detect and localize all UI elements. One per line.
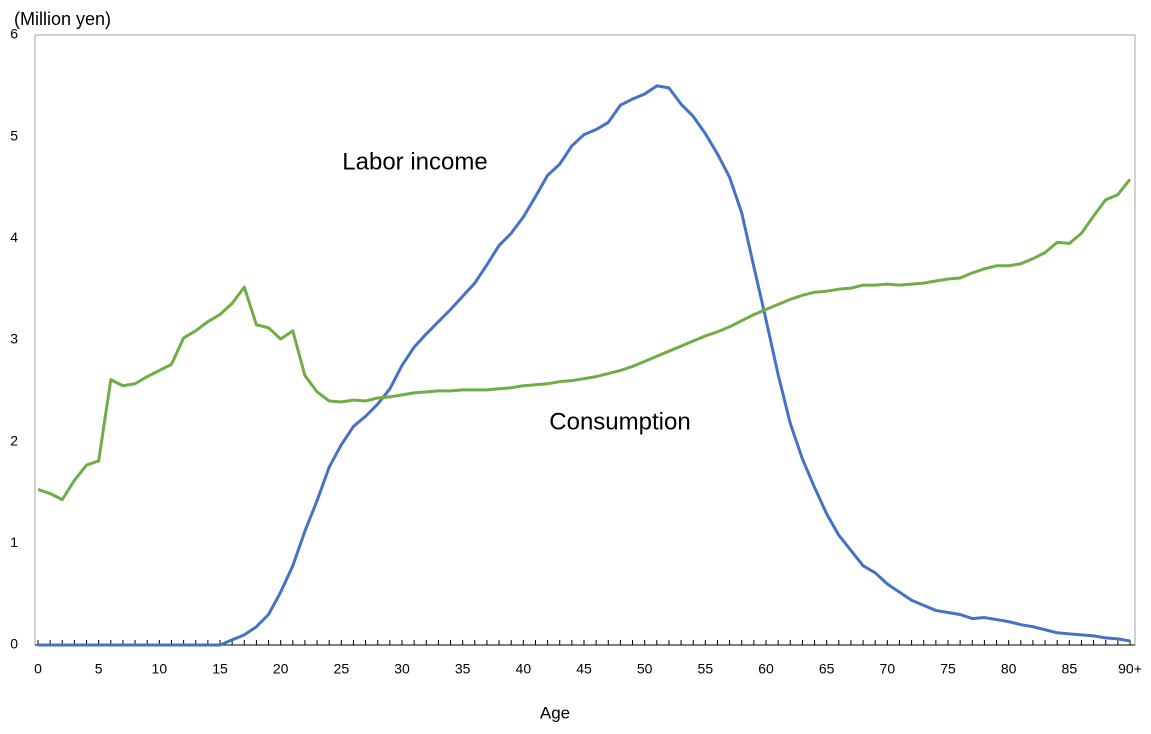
y-tick-label: 4 [10,229,18,245]
x-tick-label: 30 [394,661,410,677]
x-tick-label: 65 [819,661,835,677]
y-tick-label: 1 [10,534,18,550]
y-tick-label: 2 [10,432,18,448]
y-tick-label: 3 [10,331,18,347]
x-tick-label: 35 [455,661,471,677]
series-label: Labor income [342,148,487,175]
y-tick-label: 6 [10,26,18,42]
x-tick-label: 50 [637,661,653,677]
x-tick-label: 25 [334,661,350,677]
x-tick-label: 60 [758,661,774,677]
x-tick-label: 20 [273,661,289,677]
x-tick-label: 55 [698,661,714,677]
x-tick-label: 5 [95,661,103,677]
plot-frame [34,34,1136,646]
x-tick-label: 15 [212,661,228,677]
x-tick-label: 85 [1062,661,1078,677]
series-line [38,84,1131,647]
y-tick-label: 0 [10,636,18,652]
x-tick-label: 45 [576,661,592,677]
x-tick-label: 75 [940,661,956,677]
x-axis-label: Age [540,703,570,722]
series-line [37,178,1132,502]
x-tick-label: 90+ [1118,661,1142,677]
x-tick-label: 70 [880,661,896,677]
x-tick-label: 40 [516,661,532,677]
x-tick-label: 10 [152,661,168,677]
series-label: Consumption [549,408,690,435]
x-tick-label: 0 [34,661,42,677]
y-tick-label: 5 [10,127,18,143]
x-tick-label: 80 [1001,661,1017,677]
y-axis-label: (Million yen) [14,9,111,29]
